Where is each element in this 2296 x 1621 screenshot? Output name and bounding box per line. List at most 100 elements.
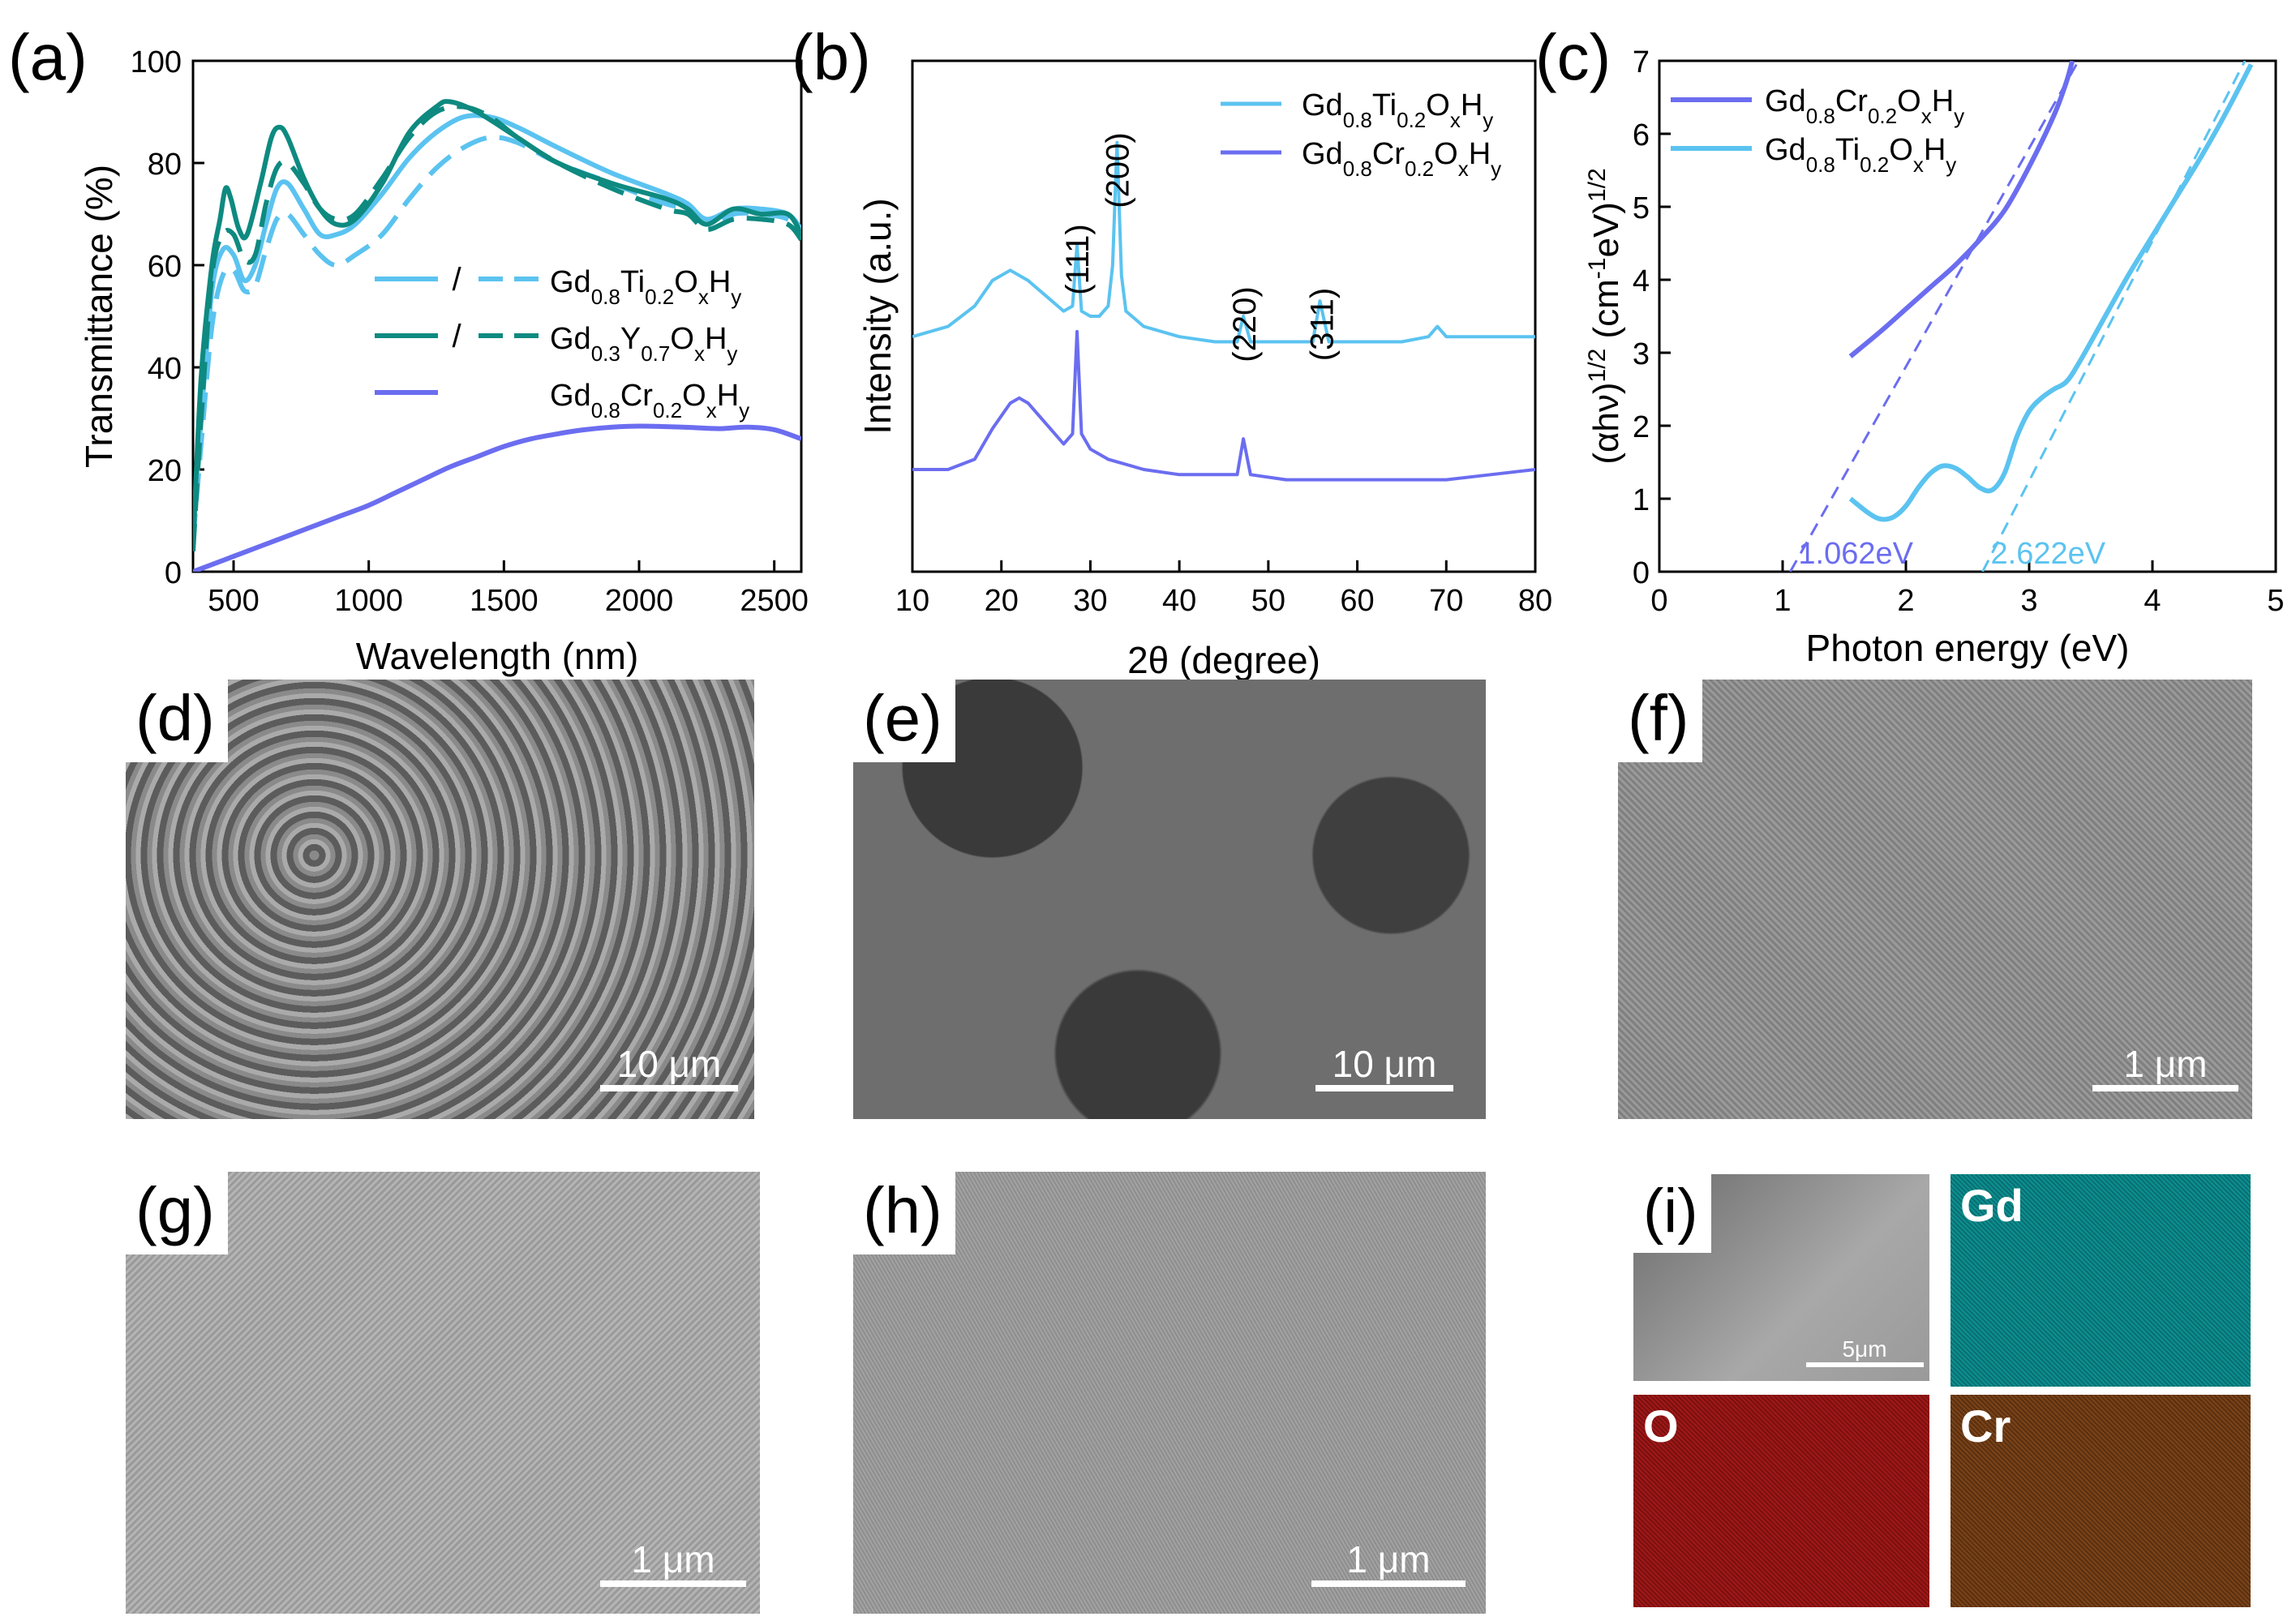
b-xtick-label: 10 (895, 584, 929, 618)
sem-image-d: (d) 10 μm (126, 680, 754, 1119)
a-series-line-3 (193, 104, 801, 551)
b-peak-label: (220) (1227, 286, 1263, 362)
eds-map-cr-label: Cr (1960, 1400, 2011, 1452)
legend-c-ti-label: Gd0.8Ti0.2OxHy (1765, 133, 1956, 177)
legend-a-y-label: Gd0.3Y0.7OxHy (550, 322, 737, 366)
sem-image-e: (e) 10 μm (853, 680, 1486, 1119)
panel-c-chart: (c) 0 1 2 3 4 5 0 1 2 3 4 5 6 7 1.062eV 2.622eV Photon… (1535, 21, 2285, 669)
a-xtick-label: 500 (208, 584, 259, 618)
legend-a-ti-label: Gd0.8Ti0.2OxHy (550, 265, 741, 309)
panel-d-label: (d) (126, 680, 228, 762)
c-fit-line-1 (1981, 61, 2247, 572)
panel-b-ylabel: Intensity (a.u.) (856, 198, 899, 434)
scale-bar-g-line (600, 1580, 746, 1587)
panel-a-ylabel: Transmittance (%) (78, 165, 120, 468)
a-series-line-0 (193, 113, 801, 531)
panel-a-legend: / Gd0.8Ti0.2OxHy / Gd0.3Y0.7OxHy Gd0.8Cr… (375, 262, 749, 422)
a-series-line-4 (193, 423, 801, 572)
a-xtick-label: 2000 (605, 584, 674, 618)
panel-b-xlabel: 2θ (degree) (1127, 639, 1320, 681)
sem-image-i: (i) 5μm (1633, 1174, 1929, 1381)
a-ytick-label: 20 (148, 454, 182, 488)
legend-c-cr-label: Gd0.8Cr0.2OxHy (1765, 84, 1964, 128)
legend-b-ti-label: Gd0.8Ti0.2OxHy (1302, 88, 1493, 132)
scale-bar-i-text: 5μm (1842, 1336, 1887, 1362)
b-peak-label: (200) (1100, 132, 1135, 208)
c-ytick-label: 3 (1633, 337, 1650, 371)
c-gap-annotation: 1.062eV (1798, 537, 1913, 571)
c-xtick-label: 4 (2144, 584, 2161, 618)
panel-b-label: (b) (792, 21, 871, 93)
scale-bar-d-line (600, 1085, 738, 1091)
sem-image-f: (f) 1 μm (1618, 680, 2252, 1119)
panel-b-chart: (b) 10 20 30 40 50 60 70 80 (111)(200) (220) (311… (792, 21, 1552, 681)
b-series-line-1 (912, 329, 1535, 482)
b-peak-label: (311) (1305, 288, 1341, 361)
legend-a-cr-label: Gd0.8Cr0.2OxHy (550, 379, 749, 422)
b-xtick-label: 80 (1518, 584, 1552, 618)
scale-bar-g-text: 1 μm (631, 1538, 715, 1580)
legend-b-cr-label: Gd0.8Cr0.2OxHy (1302, 137, 1501, 181)
sem-image-g: (g) 1 μm (126, 1172, 760, 1614)
eds-map-gd-label: Gd (1960, 1180, 2023, 1231)
c-xtick-label: 0 (1650, 584, 1667, 618)
panel-h-label: (h) (853, 1172, 955, 1254)
scale-bar-g: 1 μm (596, 1538, 750, 1587)
panel-g-label: (g) (126, 1172, 228, 1254)
c-series-line-0 (1848, 61, 2075, 358)
c-series-line-1 (1848, 63, 2254, 522)
a-ytick-label: 40 (148, 352, 182, 386)
panel-c-ticks: 0 1 2 3 4 5 0 1 2 3 4 5 6 7 (1633, 45, 2285, 618)
panel-a-series (193, 99, 801, 572)
panel-a-axes-frame (191, 59, 803, 573)
a-xtick-label: 1000 (334, 584, 403, 618)
a-series-line-2 (193, 99, 801, 547)
c-ytick-label: 6 (1633, 118, 1650, 152)
c-xtick-label: 3 (2020, 584, 2037, 618)
scale-bar-i-line (1805, 1362, 1924, 1367)
c-ytick-label: 2 (1633, 410, 1650, 444)
legend-a-y-slash: / (452, 319, 461, 354)
scale-bar-e: 10 μm (1303, 1043, 1466, 1091)
b-xtick-label: 30 (1073, 584, 1107, 618)
panel-b-axes-frame (911, 59, 1537, 573)
panel-c-legend: Gd0.8Cr0.2OxHy Gd0.8Ti0.2OxHy (1671, 84, 1964, 177)
c-fit-line-0 (1789, 61, 2080, 572)
panel-a-ticks: 500 1000 1500 2000 2500 0 20 40 60 80 100 (131, 45, 809, 618)
sem-image-h: (h) 1 μm (853, 1172, 1486, 1614)
panel-c-annotations: 1.062eV 2.622eV (1798, 537, 2105, 571)
a-ytick-label: 0 (165, 556, 182, 590)
b-xtick-label: 20 (985, 584, 1019, 618)
a-ytick-label: 60 (148, 250, 182, 284)
panel-b-ticks: 10 20 30 40 50 60 70 80 (895, 560, 1552, 618)
a-ytick-label: 80 (148, 148, 182, 182)
scale-bar-h-text: 1 μm (1346, 1538, 1431, 1580)
panel-a-label: (a) (8, 21, 88, 93)
a-xtick-label: 1500 (470, 584, 539, 618)
eds-map-o-label: O (1643, 1400, 1679, 1452)
scale-bar-e-text: 10 μm (1332, 1043, 1437, 1085)
scale-bar-f-line (2092, 1085, 2238, 1091)
panel-c-series (1848, 61, 2254, 522)
legend-a-ti-slash: / (452, 262, 461, 298)
c-xtick-label: 2 (1897, 584, 1914, 618)
panel-a-xlabel: Wavelength (nm) (356, 635, 639, 677)
b-xtick-label: 60 (1340, 584, 1374, 618)
scale-bar-h: 1 μm (1307, 1538, 1470, 1587)
b-xtick-label: 40 (1162, 584, 1196, 618)
scale-bar-f: 1 μm (2088, 1043, 2242, 1091)
c-ytick-label: 5 (1633, 191, 1650, 225)
panel-i-label: (i) (1633, 1174, 1711, 1253)
a-ytick-label: 100 (131, 45, 182, 79)
panel-e-label: (e) (853, 680, 955, 762)
c-ytick-label: 0 (1633, 556, 1650, 590)
panel-c-axes-frame (1658, 59, 2277, 573)
scale-bar-d: 10 μm (596, 1043, 742, 1091)
panel-c-label: (c) (1535, 21, 1611, 93)
c-xtick-label: 5 (2267, 584, 2284, 618)
b-series-line-0 (912, 140, 1535, 344)
c-xtick-label: 1 (1774, 584, 1791, 618)
b-peak-label: (111) (1060, 224, 1096, 294)
c-ytick-label: 1 (1633, 483, 1650, 517)
panel-c-ylabel: (αhν)1/2 (cm-1eV)1/2 (1584, 168, 1627, 464)
